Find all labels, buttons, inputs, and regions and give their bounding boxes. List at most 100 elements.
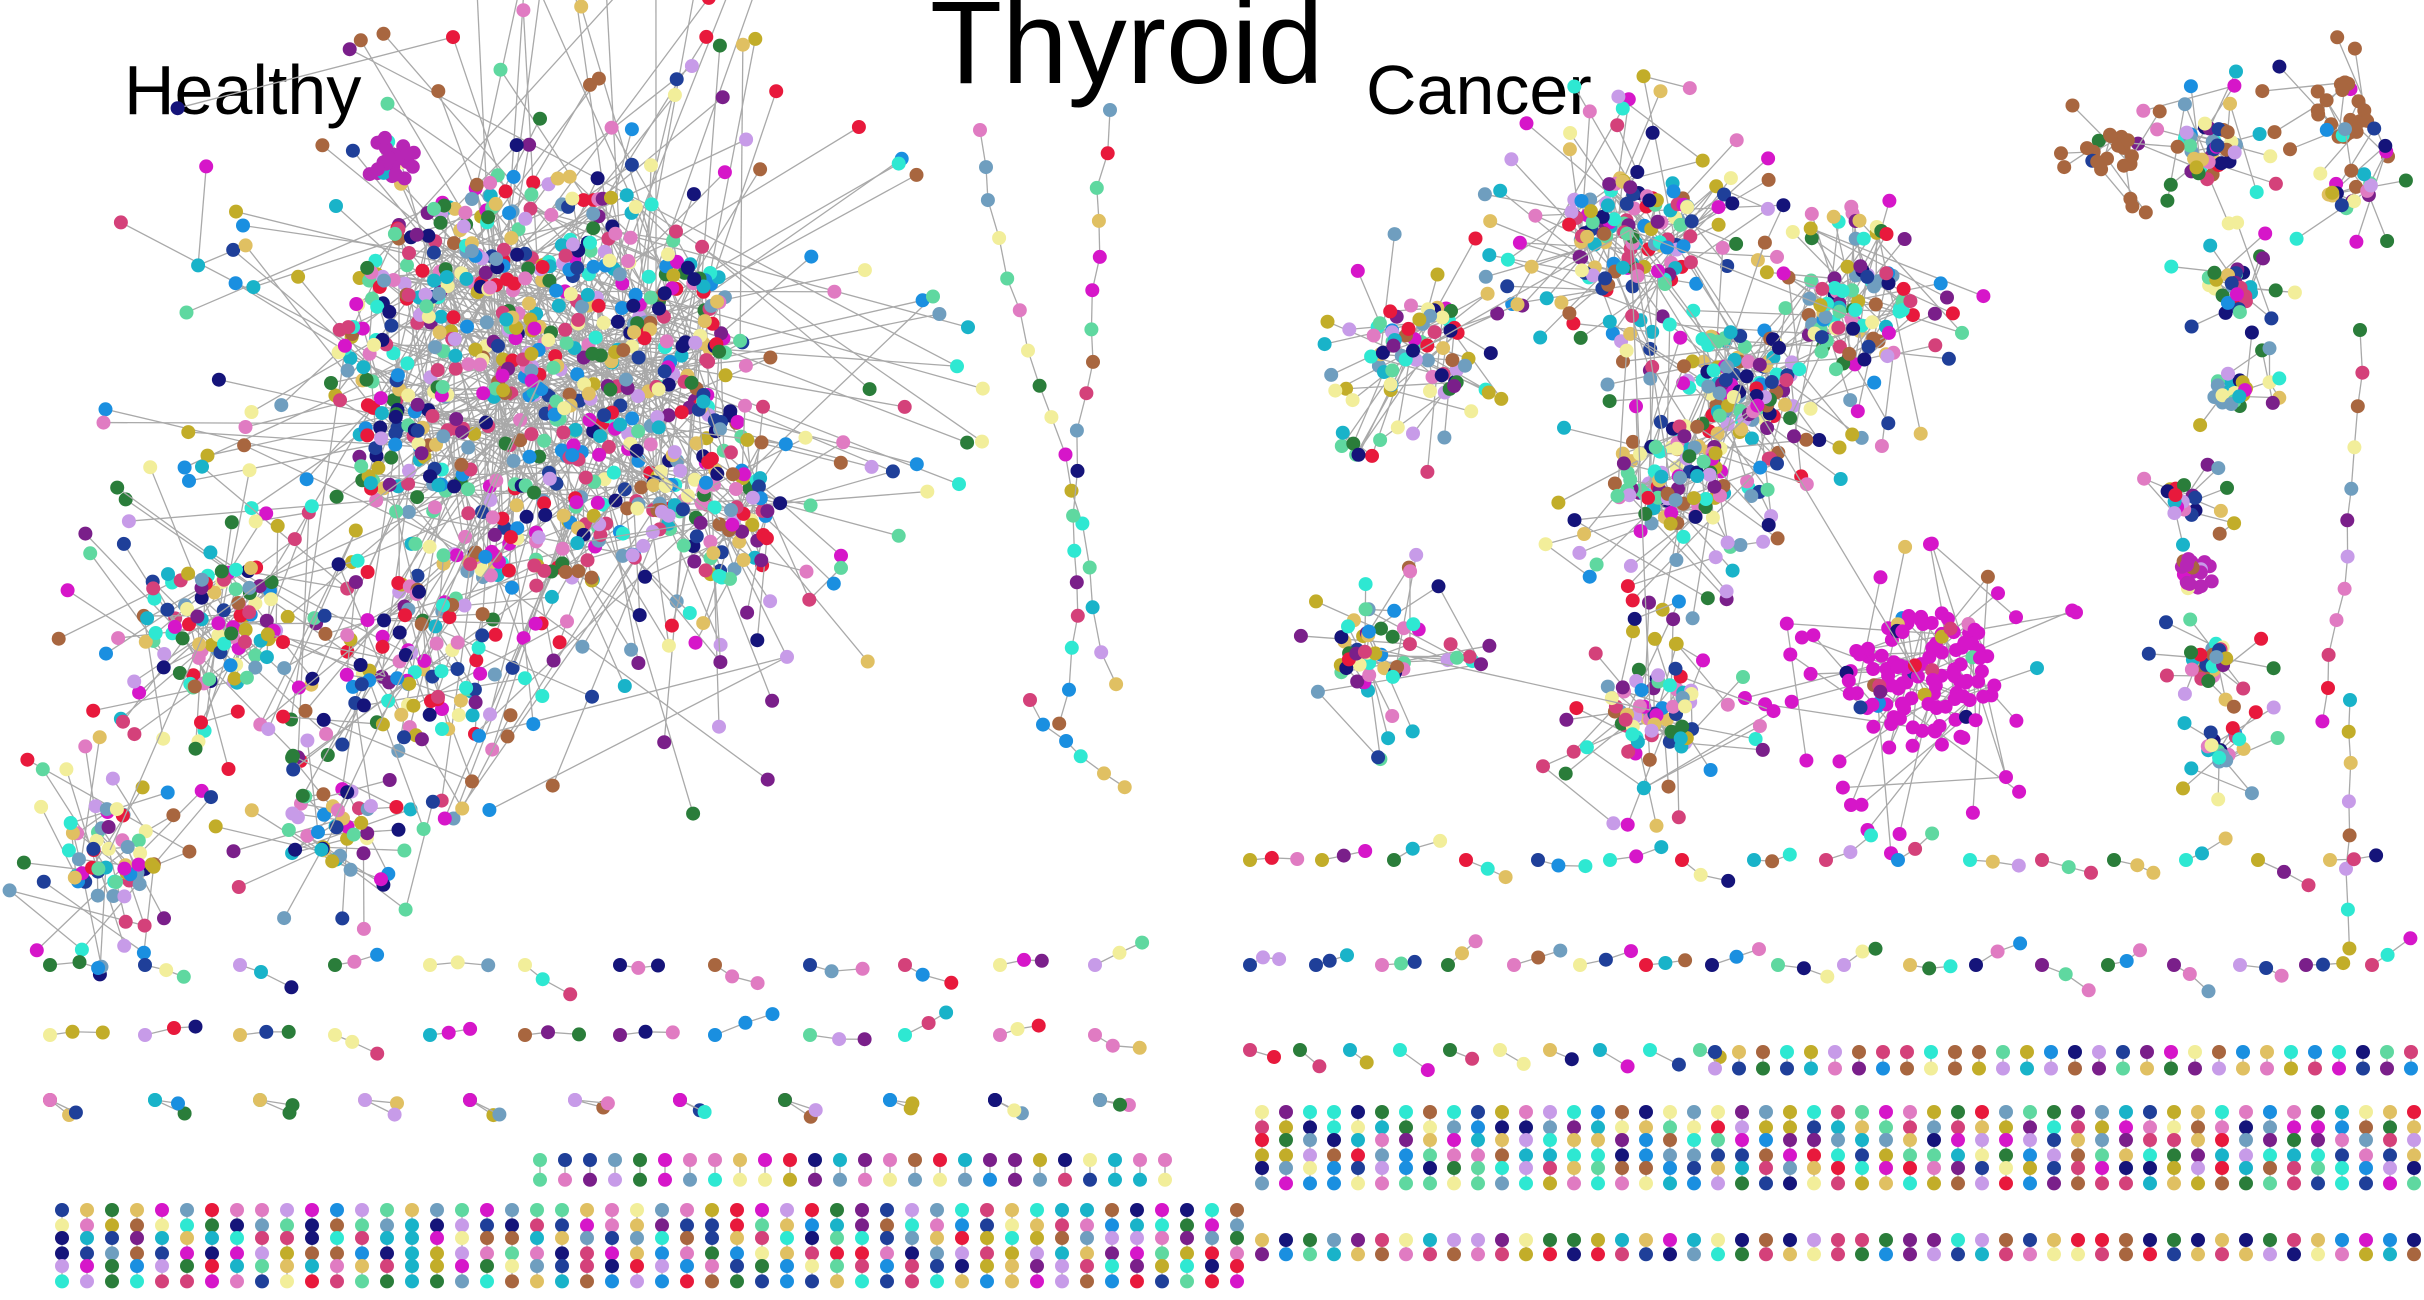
network-node [898, 1028, 912, 1042]
network-node [2266, 661, 2281, 676]
network-node [1465, 1051, 1480, 1066]
network-node [1088, 1028, 1102, 1042]
network-node [1626, 624, 1640, 639]
network-node [398, 608, 412, 623]
network-node [137, 918, 152, 933]
network-node [179, 305, 194, 320]
network-node [253, 1093, 267, 1107]
network-node [1079, 386, 1094, 401]
network-node [155, 1246, 169, 1261]
network-node [1155, 1246, 1169, 1261]
network-node [200, 448, 215, 463]
network-node [116, 536, 131, 551]
network-node [2184, 662, 2199, 677]
network-node [708, 958, 722, 972]
network-node [1892, 827, 1907, 841]
network-edge [405, 517, 494, 656]
network-node [537, 496, 552, 511]
network-node [2197, 116, 2212, 131]
network-node [1290, 852, 1305, 866]
network-node [735, 524, 749, 539]
network-node [381, 151, 396, 166]
network-node [1033, 1172, 1047, 1187]
network-node [580, 1274, 594, 1289]
network-node [1852, 213, 1867, 228]
network-node [284, 980, 299, 995]
network-node [833, 455, 848, 470]
network-node [1205, 1203, 1219, 1217]
network-node [441, 1025, 456, 1040]
network-edge [626, 194, 983, 443]
network-node [505, 1231, 519, 1245]
network-node [1155, 1259, 1169, 1273]
network-node [952, 477, 966, 492]
network-node [799, 564, 814, 579]
network-node [680, 1203, 694, 1217]
network-node [1990, 944, 2005, 959]
network-edge [709, 38, 756, 274]
network-node [2244, 325, 2259, 340]
network-node [305, 1259, 319, 1273]
network-node [1991, 586, 2005, 601]
network-node [1615, 260, 1630, 275]
network-node [2338, 122, 2352, 137]
network-node [2058, 967, 2073, 982]
network-node [1005, 1203, 1019, 1217]
network-node [117, 861, 132, 876]
network-node [629, 443, 644, 458]
network-node [604, 190, 618, 205]
network-node [760, 504, 775, 519]
network-node [2232, 389, 2247, 404]
network-node [1340, 948, 1354, 963]
network-node [988, 1093, 1002, 1107]
network-node [544, 589, 559, 604]
network-node [191, 258, 206, 273]
network-node [1633, 524, 1648, 539]
network-node [120, 840, 135, 854]
network-node [1868, 941, 1883, 956]
network-node [1458, 358, 1472, 373]
network-node [2160, 193, 2175, 208]
network-edge [359, 0, 614, 279]
network-node [684, 375, 699, 390]
network-node [1784, 694, 1799, 709]
network-node [460, 319, 474, 334]
network-node [1683, 229, 1698, 244]
network-node [2365, 958, 2379, 972]
network-edge [1397, 357, 1411, 428]
network-node [2218, 831, 2233, 846]
network-edge [323, 719, 473, 782]
network-node [260, 627, 275, 642]
network-node [339, 667, 354, 682]
network-node [1055, 1274, 1069, 1289]
network-node [2012, 784, 2027, 799]
network-node [578, 470, 593, 485]
network-node [451, 708, 466, 723]
network-node [1342, 322, 1357, 337]
network-node [506, 169, 521, 184]
network-node [905, 1231, 919, 1245]
network-node [2188, 490, 2203, 505]
network-node [1927, 306, 1942, 321]
network-node [2152, 104, 2167, 119]
network-node [1130, 1246, 1144, 1261]
network-node [571, 312, 586, 327]
network-node [571, 564, 586, 579]
network-node [1965, 805, 1980, 820]
network-node [897, 399, 912, 414]
network-node [1031, 1018, 1046, 1033]
network-node [1708, 550, 1723, 565]
network-node [2136, 103, 2151, 118]
network-node [194, 715, 208, 730]
network-node [430, 1246, 444, 1261]
network-node [463, 557, 478, 572]
network-edge [539, 379, 721, 521]
network-node [95, 1025, 110, 1040]
network-node [921, 1016, 936, 1030]
network-node [636, 538, 651, 553]
network-node [1089, 180, 1104, 195]
network-node [1449, 650, 1464, 665]
network-node [436, 548, 451, 563]
network-node [1093, 1093, 1107, 1107]
network-node [2167, 958, 2181, 972]
